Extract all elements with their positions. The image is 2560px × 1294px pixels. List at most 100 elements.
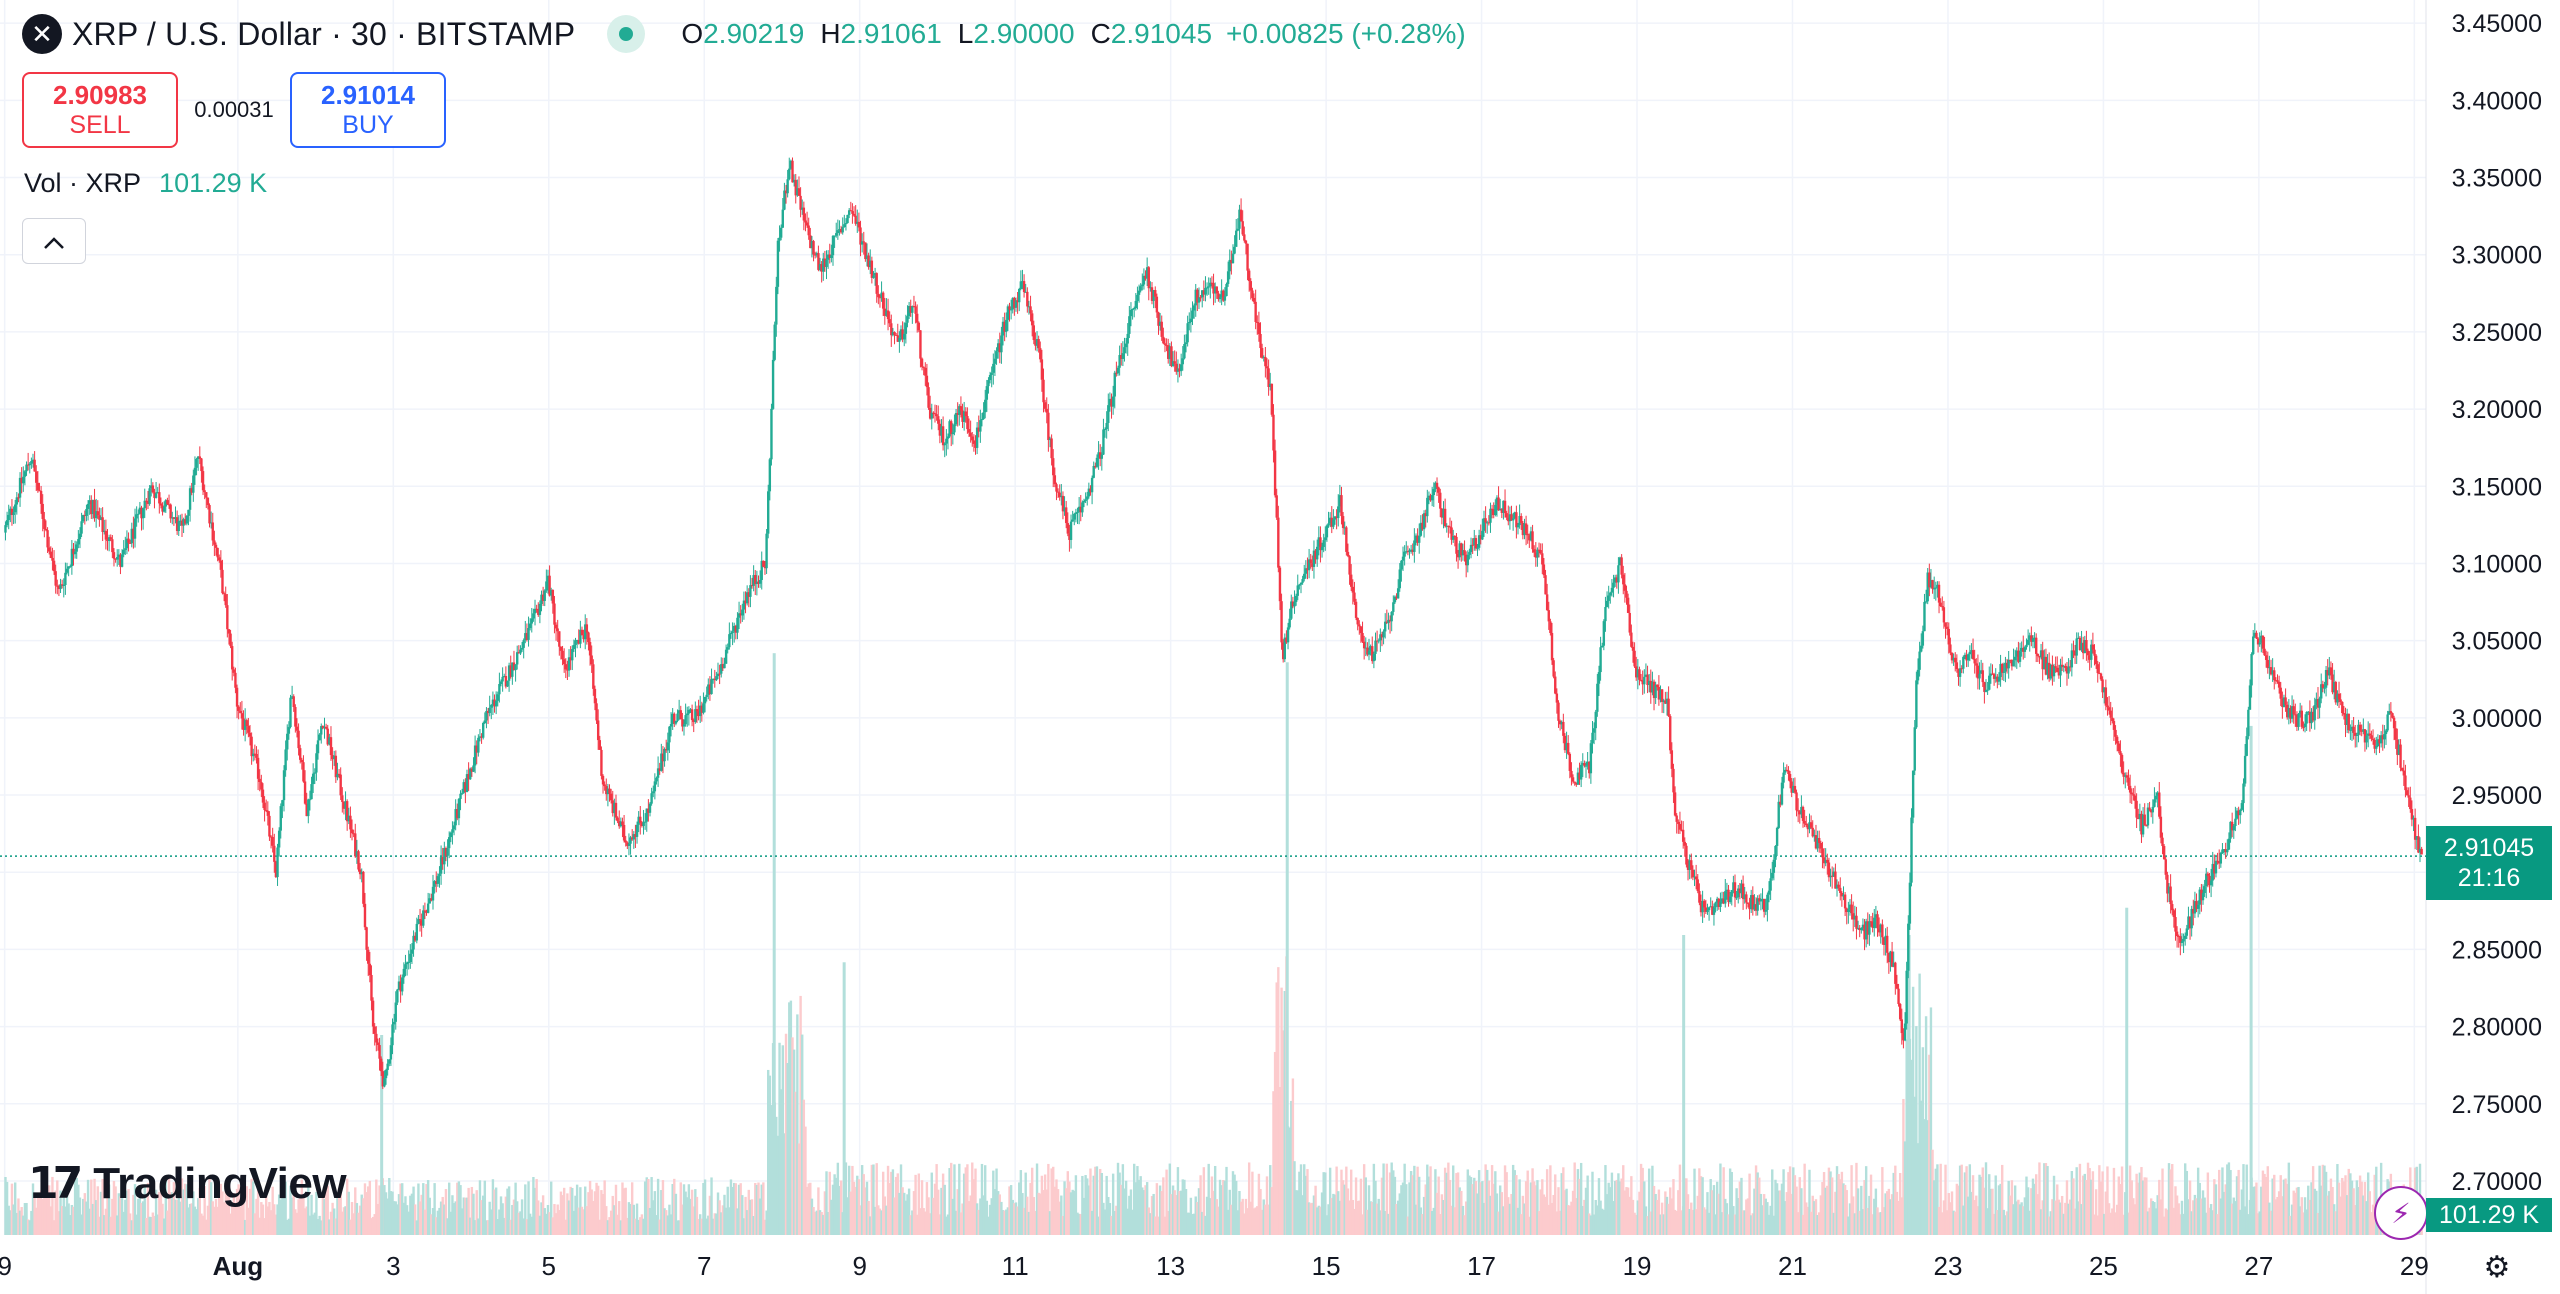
volume-bar bbox=[2260, 1186, 2263, 1235]
candle-body-down bbox=[938, 423, 942, 436]
collapse-legend-button[interactable] bbox=[22, 218, 86, 264]
volume-bar bbox=[2222, 1191, 2226, 1235]
volume-bar bbox=[1994, 1175, 1997, 1235]
volume-bar bbox=[1999, 1183, 2002, 1235]
volume-bar bbox=[1613, 1180, 1617, 1235]
candle-body-up bbox=[1868, 921, 1871, 935]
volume-bar bbox=[1829, 1171, 1832, 1235]
buy-button[interactable]: 2.91014 BUY bbox=[290, 72, 446, 148]
candle-body-up bbox=[2196, 904, 2200, 909]
volume-bar bbox=[281, 1189, 284, 1235]
candle-body-down bbox=[1356, 617, 1359, 625]
candle-body-up bbox=[571, 649, 574, 661]
volume-legend[interactable]: Vol · XRP 101.29 K bbox=[24, 168, 267, 199]
candle-body-up bbox=[770, 408, 773, 460]
volume-bar bbox=[237, 1184, 240, 1235]
volume-bar bbox=[1291, 1078, 1295, 1235]
tradingview-watermark[interactable]: 17 TradingView bbox=[28, 1158, 347, 1209]
volume-bar bbox=[2059, 1202, 2062, 1235]
candle-body-up bbox=[1466, 554, 1469, 566]
candle-body-down bbox=[2096, 664, 2099, 674]
volume-bar bbox=[1398, 1193, 1401, 1235]
candle-body-up bbox=[287, 727, 291, 734]
candle-body-down bbox=[1453, 536, 1457, 538]
buy-price: 2.91014 bbox=[321, 80, 415, 110]
symbol-legend[interactable]: ✕ XRP / U.S. Dollar · 30 · BITSTAMP O2.9… bbox=[22, 14, 1466, 54]
volume-bar bbox=[321, 1195, 325, 1235]
volume-bar bbox=[342, 1207, 346, 1235]
candle-body-down bbox=[1443, 508, 1447, 527]
volume-bar bbox=[436, 1210, 440, 1235]
volume-bar bbox=[1495, 1193, 1499, 1235]
volume-bar bbox=[899, 1164, 903, 1235]
candle-body-up bbox=[439, 857, 443, 874]
candle-body-up bbox=[579, 629, 582, 644]
candle-body-down bbox=[1464, 554, 1468, 566]
volume-bar bbox=[1579, 1162, 1583, 1235]
volume-bar bbox=[682, 1184, 686, 1235]
volume-bar bbox=[1754, 1165, 1758, 1235]
volume-bar bbox=[1073, 1190, 1076, 1235]
candle-body-up bbox=[388, 1059, 391, 1064]
candle-body-down bbox=[1515, 512, 1518, 528]
candle-body-down bbox=[2093, 649, 2096, 656]
candle-body-down bbox=[1416, 535, 1419, 543]
volume-bar bbox=[1660, 1202, 1664, 1235]
volume-bar bbox=[2357, 1186, 2360, 1235]
volume-bar bbox=[914, 1174, 917, 1235]
volume-bar bbox=[193, 1206, 197, 1235]
candle-body-up bbox=[1489, 508, 1492, 523]
candle-body-down bbox=[1264, 356, 1267, 367]
candle-body-up bbox=[69, 566, 72, 568]
candle-body-down bbox=[1260, 348, 1264, 358]
volume-bar bbox=[1173, 1190, 1176, 1235]
volume-bar bbox=[2122, 1214, 2125, 1235]
candle-body-down bbox=[203, 490, 206, 493]
candle-body-up bbox=[1659, 689, 1662, 700]
volume-bar bbox=[2080, 1204, 2083, 1235]
candle-body-up bbox=[1005, 319, 1008, 332]
volume-bar bbox=[619, 1220, 623, 1235]
volume-bar bbox=[1889, 1199, 1892, 1235]
candle-body-down bbox=[1447, 525, 1450, 527]
volume-bar bbox=[1058, 1201, 1061, 1235]
candle-body-up bbox=[1434, 482, 1437, 490]
candle-body-down bbox=[1120, 355, 1123, 359]
candle-body-down bbox=[2088, 655, 2091, 660]
volume-bar bbox=[1064, 1188, 1068, 1235]
volume-bar bbox=[1037, 1192, 1040, 1235]
candle-body-down bbox=[1830, 875, 1834, 877]
volume-bar bbox=[1008, 1186, 1011, 1235]
volume-bar bbox=[1712, 1185, 1716, 1235]
volume-bar bbox=[1281, 1030, 1285, 1235]
candle-body-up bbox=[749, 585, 752, 597]
volume-bar bbox=[982, 1195, 985, 1235]
sell-button[interactable]: 2.90983 SELL bbox=[22, 72, 178, 148]
gear-icon[interactable]: ⚙ bbox=[2483, 1250, 2511, 1284]
candle-body-up bbox=[1707, 907, 1711, 911]
volume-bar bbox=[1662, 1214, 1665, 1235]
market-status-icon[interactable] bbox=[607, 15, 646, 53]
symbol-title[interactable]: XRP / U.S. Dollar · 30 · BITSTAMP bbox=[72, 15, 576, 52]
volume-bar bbox=[1168, 1163, 1172, 1235]
candle-body-down bbox=[208, 505, 211, 524]
candle-body-down bbox=[1837, 884, 1840, 888]
volume-bar bbox=[2081, 1175, 2085, 1235]
candle-body-down bbox=[1484, 518, 1487, 523]
volume-bar bbox=[1945, 1210, 1949, 1235]
volume-bar bbox=[885, 1205, 888, 1235]
candle-body-down bbox=[1690, 860, 1693, 870]
candle-body-down bbox=[1686, 864, 1690, 870]
candle-body-down bbox=[2334, 682, 2337, 703]
lightning-icon[interactable]: ⚡ bbox=[2374, 1186, 2428, 1240]
candle-body-up bbox=[666, 742, 670, 751]
candle-body-down bbox=[1691, 869, 1695, 878]
volume-bar bbox=[1040, 1175, 1044, 1235]
candle-body-down bbox=[1746, 902, 1750, 904]
candle-body-up bbox=[1084, 499, 1087, 501]
candle-body-up bbox=[1732, 882, 1735, 891]
volume-bar bbox=[585, 1206, 589, 1235]
volume-bar bbox=[849, 1191, 853, 1235]
volume-bar bbox=[2243, 1206, 2247, 1235]
